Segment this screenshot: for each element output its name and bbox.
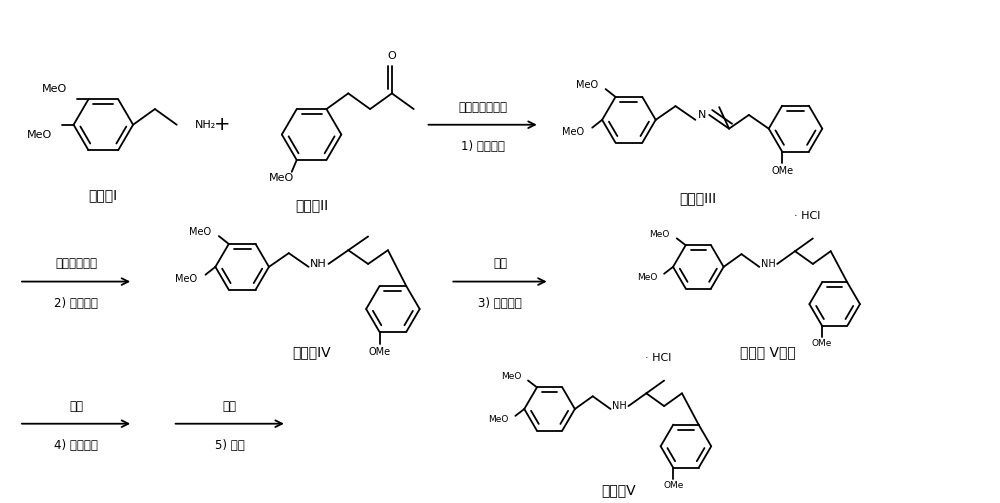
Text: 化合物 V粗品: 化合物 V粗品 bbox=[740, 345, 796, 359]
Text: NH₂: NH₂ bbox=[195, 120, 216, 130]
Text: 化合物IV: 化合物IV bbox=[292, 345, 331, 359]
Text: 2) 还原反应: 2) 还原反应 bbox=[54, 297, 98, 310]
Text: MeO: MeO bbox=[189, 227, 211, 237]
Text: 溶剂: 溶剂 bbox=[69, 399, 83, 412]
Text: MeO: MeO bbox=[637, 273, 657, 282]
Text: MeO: MeO bbox=[562, 127, 584, 137]
Text: +: + bbox=[214, 115, 231, 134]
Text: N: N bbox=[698, 110, 706, 120]
Text: MeO: MeO bbox=[501, 372, 521, 381]
Text: OMe: OMe bbox=[812, 339, 832, 348]
Text: OMe: OMe bbox=[771, 166, 793, 176]
Text: MeO: MeO bbox=[576, 80, 598, 90]
Text: 1) 缩合反应: 1) 缩合反应 bbox=[461, 140, 505, 153]
Text: 还原剂，溶剂: 还原剂，溶剂 bbox=[55, 258, 97, 271]
Text: 分水剂，催化剂: 分水剂，催化剂 bbox=[458, 101, 507, 114]
Text: MeO: MeO bbox=[175, 274, 198, 284]
Text: 5) 精制: 5) 精制 bbox=[215, 439, 245, 452]
Text: NH: NH bbox=[612, 401, 627, 411]
Text: · HCl: · HCl bbox=[794, 211, 820, 221]
Text: 化合物III: 化合物III bbox=[680, 191, 717, 205]
Text: 盐酸: 盐酸 bbox=[493, 258, 507, 271]
Text: MeO: MeO bbox=[27, 130, 52, 139]
Text: MeO: MeO bbox=[649, 230, 670, 239]
Text: MeO: MeO bbox=[269, 173, 294, 183]
Text: 3) 成盐反应: 3) 成盐反应 bbox=[478, 297, 522, 310]
Text: NH: NH bbox=[761, 259, 776, 269]
Text: OMe: OMe bbox=[368, 347, 391, 357]
Text: OMe: OMe bbox=[663, 481, 683, 490]
Text: 化合物II: 化合物II bbox=[295, 198, 328, 212]
Text: · HCl: · HCl bbox=[645, 353, 672, 363]
Text: 4) 热滤除盐: 4) 热滤除盐 bbox=[54, 439, 98, 452]
Text: MeO: MeO bbox=[41, 85, 67, 95]
Text: NH: NH bbox=[310, 259, 327, 269]
Text: O: O bbox=[388, 51, 396, 61]
Text: 化合物V: 化合物V bbox=[602, 483, 636, 497]
Text: 化合物I: 化合物I bbox=[89, 188, 118, 202]
Text: 溶剂: 溶剂 bbox=[223, 399, 237, 412]
Text: MeO: MeO bbox=[488, 415, 508, 425]
